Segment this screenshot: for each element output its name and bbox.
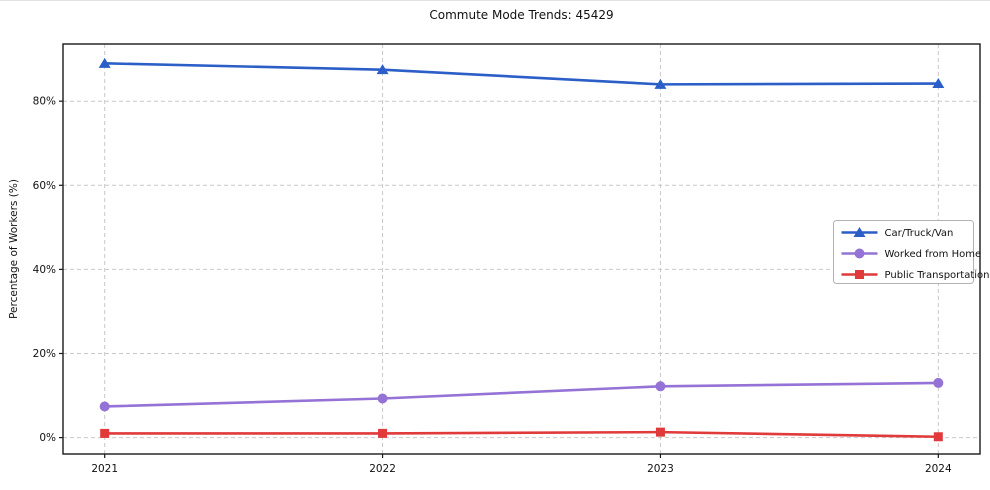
- marker-worked-from-home-2021: [99, 401, 110, 412]
- y-tick-label: 40%: [33, 264, 56, 276]
- legend-label-car-truck-van: Car/Truck/Van: [885, 228, 954, 239]
- marker-worked-from-home-2022: [377, 393, 388, 404]
- x-tick-label: 2022: [369, 463, 396, 475]
- marker-public-transportation-2022: [378, 428, 388, 438]
- line-worked-from-home: [103, 381, 940, 408]
- marker-car-truck-van-2024: [932, 78, 945, 89]
- x-tick-label: 2024: [925, 463, 952, 475]
- x-tick-label: 2023: [647, 463, 674, 475]
- marker-worked-from-home-2024: [933, 377, 944, 388]
- legend-marker-car-truck-van: [853, 227, 866, 237]
- line-public-transportation: [103, 430, 940, 439]
- y-tick-label: 60%: [33, 180, 56, 192]
- y-tick-label: 80%: [33, 96, 56, 108]
- line-car-truck-van: [103, 62, 940, 86]
- marker-car-truck-van-2023: [654, 78, 667, 89]
- marker-public-transportation-2024: [933, 432, 943, 442]
- x-tick-label: 2021: [91, 463, 118, 475]
- marker-car-truck-van-2021: [98, 57, 111, 68]
- marker-public-transportation-2023: [655, 427, 665, 437]
- legend-marker-worked-from-home: [854, 248, 865, 259]
- marker-worked-from-home-2023: [655, 381, 666, 392]
- legend-box: [833, 220, 974, 284]
- y-tick-label: 20%: [33, 348, 56, 360]
- legend-label-worked-from-home: Worked from Home: [885, 249, 982, 260]
- marker-public-transportation-2021: [100, 428, 110, 438]
- marker-car-truck-van-2022: [376, 64, 389, 75]
- plot-border: [62, 43, 981, 455]
- legend-marker-public-transportation: [855, 270, 864, 279]
- y-tick-label: 0%: [39, 432, 56, 444]
- chart-title: Commute Mode Trends: 45429: [429, 8, 614, 22]
- legend-label-public-transportation: Public Transportation: [885, 270, 990, 281]
